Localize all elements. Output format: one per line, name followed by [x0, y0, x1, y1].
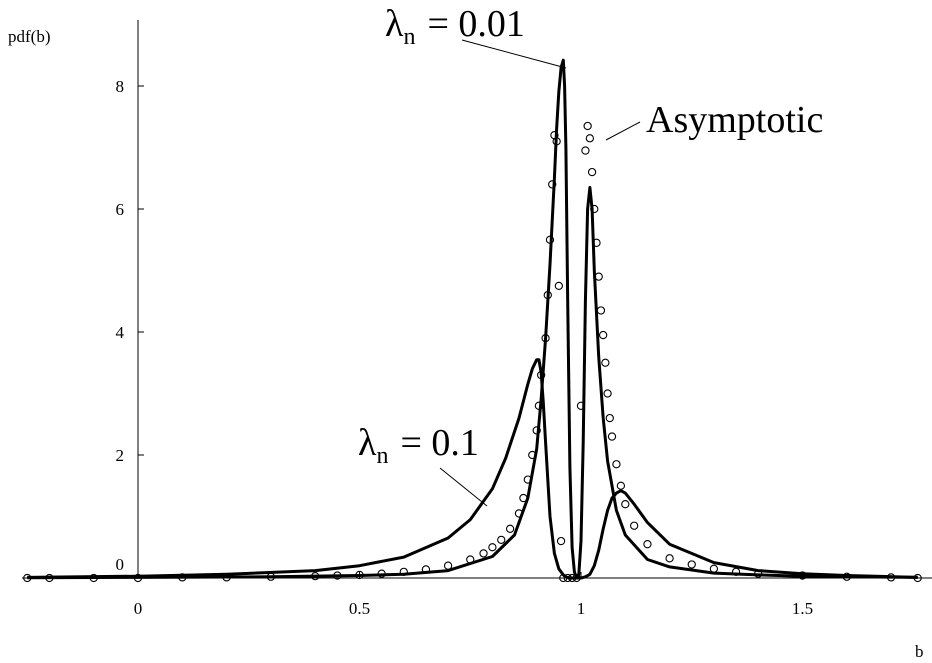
asymptotic-point [536, 370, 546, 380]
asymptotic-point [554, 281, 563, 291]
annotation-text: Asymptotic [646, 99, 823, 141]
y-axis-ticks: 0 2 4 6 8 [116, 77, 144, 579]
y-tick-label: 2 [116, 446, 125, 465]
annotation-lambda-01: λn = 0.1 [358, 422, 488, 507]
asymptotic-point [399, 567, 408, 576]
asymptotic-point [603, 389, 612, 398]
annotation-leader-line [461, 39, 567, 69]
asymptotic-point [519, 493, 528, 503]
asymptotic-point [572, 573, 581, 583]
asymptotic-point [599, 330, 608, 340]
asymptotic-point [592, 238, 601, 247]
asymptotic-point [630, 521, 639, 530]
asymptotic-point [709, 564, 719, 573]
asymptotic-point [89, 573, 98, 583]
asymptotic-point [587, 167, 597, 177]
asymptotic-point [505, 524, 515, 533]
asymptotic-point [665, 554, 674, 563]
asymptotic-point [842, 572, 851, 581]
asymptotic-point [576, 401, 586, 410]
asymptotic-point [731, 567, 741, 576]
y-axis-label: pdf(b) [8, 27, 50, 46]
annotation-text: λn = 0.1 [358, 422, 479, 469]
asymptotic-point [443, 561, 453, 570]
annotation-text: λn = 0.01 [385, 3, 525, 50]
asymptotic-point [621, 500, 630, 509]
asymptotic-point [377, 569, 386, 578]
asymptotic-point [528, 450, 537, 460]
y-tick-label: 4 [116, 323, 125, 342]
y-tick-label: 8 [116, 77, 125, 96]
y-tick-label: 6 [116, 200, 125, 219]
asymptotic-point [311, 572, 320, 581]
asymptotic-point [559, 573, 568, 583]
curve-lambda-0-01 [27, 58, 918, 580]
x-tick-label: 0 [134, 599, 143, 618]
asymptotic-point [133, 573, 143, 583]
asymptotic-point [913, 573, 922, 583]
asymptotic-point [45, 573, 54, 583]
asymptotic-point [466, 555, 475, 564]
asymptotic-point [532, 426, 541, 435]
asymptotic-point [886, 573, 896, 582]
asymptotic-point [543, 290, 552, 300]
series-layer [23, 58, 922, 583]
curve-lambda-0-1 [27, 358, 918, 580]
asymptotic-point [616, 481, 626, 490]
asymptotic-point [583, 121, 592, 131]
x-tick-label: 1 [577, 599, 586, 618]
asymptotic-point [523, 475, 532, 484]
asymptotic-point [545, 235, 555, 244]
y-tick-label: 0 [116, 555, 125, 574]
asymptotic-point [266, 572, 276, 581]
asymptotic-point [563, 573, 572, 583]
asymptotic-point [355, 570, 364, 580]
x-tick-label: 0.5 [349, 599, 370, 618]
asymptotic-point [596, 306, 606, 315]
x-axis-ticks: 0 0.5 1 1.5 [134, 572, 813, 618]
annotation-lambda-001: λn = 0.01 [385, 3, 567, 69]
asymptotic-point [643, 540, 652, 549]
asymptotic-point [541, 333, 550, 343]
asymptotic-series [23, 121, 922, 583]
asymptotic-point [687, 560, 696, 569]
asymptotic-point [594, 272, 603, 281]
asymptotic-point [548, 180, 557, 189]
asymptotic-point [534, 401, 544, 410]
asymptotic-point [590, 204, 599, 214]
annotation-leader-line [605, 121, 641, 141]
asymptotic-point [798, 571, 807, 580]
asymptotic-point [497, 535, 506, 545]
asymptotic-point [581, 146, 590, 155]
asymptotic-point [556, 536, 566, 546]
asymptotic-point [488, 543, 497, 552]
asymptotic-point [222, 573, 231, 582]
asymptotic-point [514, 509, 524, 518]
asymptotic-point [607, 432, 617, 441]
asymptotic-point [23, 573, 32, 583]
asymptotic-point [421, 565, 431, 574]
x-axis-label: b [915, 642, 924, 661]
asymptotic-point [754, 569, 763, 578]
asymptotic-point [552, 137, 561, 146]
annotation-leader-line [439, 467, 488, 507]
asymptotic-point [612, 460, 621, 469]
asymptotic-point [567, 573, 577, 583]
asymptotic-point [333, 571, 342, 580]
asymptotic-point [178, 573, 187, 582]
asymptotic-point [605, 413, 614, 423]
asymptotic-point [585, 134, 595, 143]
asymptotic-point [601, 358, 610, 367]
annotation-asymptotic: Asymptotic [605, 99, 823, 141]
asymptotic-point [479, 549, 488, 558]
x-tick-label: 1.5 [792, 599, 813, 618]
